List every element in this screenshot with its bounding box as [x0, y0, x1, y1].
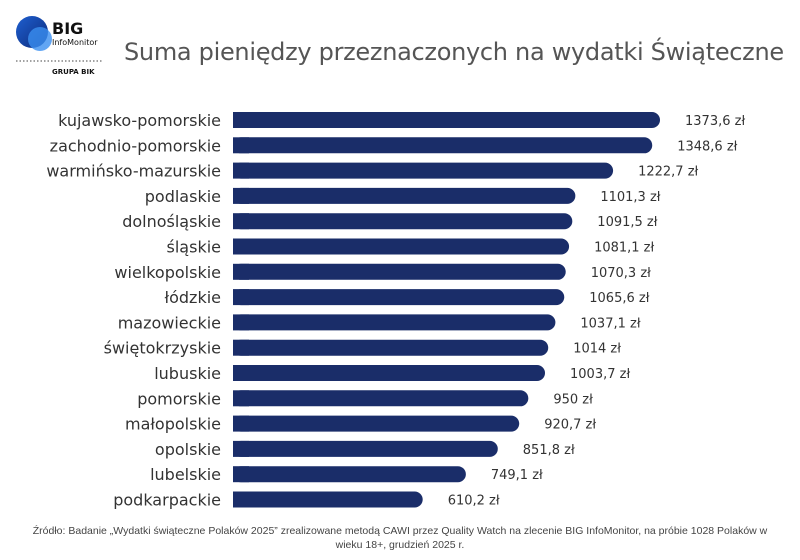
value-label: 1014 zł: [573, 342, 621, 357]
svg-text:GRUPA BIK: GRUPA BIK: [52, 68, 95, 76]
category-label: łódzkie: [165, 288, 221, 307]
value-label: 851,8 zł: [523, 443, 575, 458]
bar: [233, 440, 498, 457]
bar: [233, 112, 660, 128]
footnote-line-1: Źródło: Badanie „Wydatki świąteczne Pola…: [32, 525, 768, 537]
bar-left-edge: [233, 137, 249, 154]
value-label: 1070,3 zł: [591, 266, 651, 281]
bar-left-edge: [233, 491, 249, 508]
bar-left-edge: [233, 466, 249, 483]
category-label: lubuskie: [154, 364, 221, 383]
bar-left-edge: [233, 213, 249, 230]
bar: [233, 365, 546, 381]
value-label: 1222,7 zł: [638, 165, 698, 180]
svg-text:BIG: BIG: [52, 19, 83, 38]
bar-left-edge: [233, 440, 249, 457]
bar-chart: kujawsko-pomorskie 1373,6 zł zachodnio-pom…: [46, 111, 745, 510]
bar-left-edge: [233, 314, 249, 331]
value-label: 920,7 zł: [544, 418, 596, 433]
category-label: mazowieckie: [118, 313, 221, 332]
bar-left-edge: [233, 263, 249, 280]
category-label: podlaskie: [145, 187, 221, 206]
value-label: 610,2 zł: [448, 494, 500, 509]
value-label: 1037,1 zł: [580, 316, 640, 331]
bar: [233, 390, 529, 407]
bar: [233, 491, 423, 508]
value-label: 1091,5 zł: [597, 215, 657, 230]
category-label: warmińsko-mazurskie: [46, 162, 221, 181]
bar-left-edge: [233, 187, 249, 204]
category-label: dolnośląskie: [122, 212, 221, 231]
value-label: 1065,6 zł: [589, 291, 649, 306]
category-label: pomorskie: [137, 389, 221, 408]
bar-left-edge: [233, 365, 249, 381]
bar-left-edge: [233, 415, 249, 432]
category-label: kujawsko-pomorskie: [58, 111, 221, 130]
bar-left-edge: [233, 162, 249, 179]
bar: [233, 415, 520, 432]
value-label: 1373,6 zł: [685, 114, 745, 129]
bar: [233, 263, 566, 280]
category-label: podkarpackie: [113, 491, 221, 510]
value-label: 1081,1 zł: [594, 241, 654, 256]
chart-title: Suma pieniędzy przeznaczonych na wydatki…: [124, 38, 784, 66]
bar: [233, 289, 565, 306]
big-infomonitor-logo: BIG InfoMonitor GRUPA BIK: [16, 16, 102, 76]
value-label: 1101,3 zł: [600, 190, 660, 205]
category-label: świętokrzyskie: [104, 339, 221, 358]
bar: [233, 162, 614, 179]
bar-left-edge: [233, 238, 249, 255]
bar: [233, 466, 466, 483]
category-label: małopolskie: [125, 415, 221, 434]
svg-text:InfoMonitor: InfoMonitor: [52, 38, 98, 47]
bar-left-edge: [233, 339, 249, 356]
value-label: 749,1 zł: [491, 468, 543, 483]
bar: [233, 187, 576, 204]
bar-left-edge: [233, 390, 249, 407]
bar: [233, 314, 556, 331]
bar-left-edge: [233, 112, 249, 128]
category-label: śląskie: [167, 238, 221, 257]
category-label: zachodnio-pomorskie: [50, 136, 221, 155]
bar-left-edge: [233, 289, 249, 306]
bar: [233, 238, 570, 255]
value-label: 950 zł: [553, 392, 593, 407]
category-label: opolskie: [155, 440, 221, 459]
bar: [233, 137, 653, 154]
category-label: lubelskie: [150, 465, 221, 484]
category-label: wielkopolskie: [114, 263, 221, 282]
bar: [233, 213, 573, 230]
source-footnote: Źródło: Badanie „Wydatki świąteczne Pola…: [0, 524, 800, 552]
value-label: 1003,7 zł: [570, 367, 630, 382]
value-label: 1348,6 zł: [677, 139, 737, 154]
footnote-line-2: wieku 18+, grudzień 2025 r.: [335, 539, 465, 551]
bar: [233, 339, 549, 356]
